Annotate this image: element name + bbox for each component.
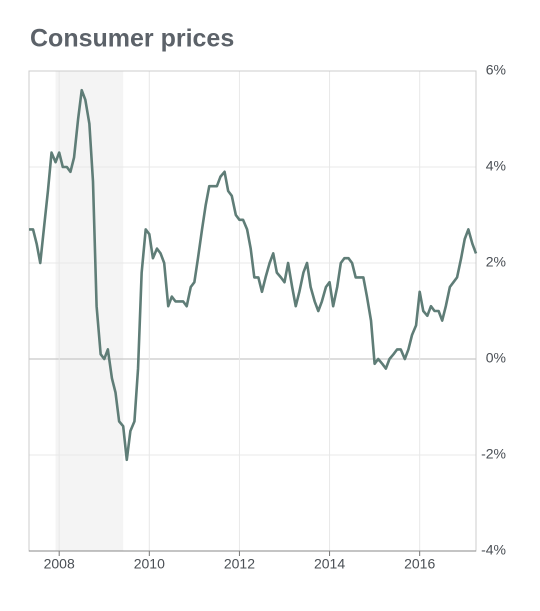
y-tick-label: 0% xyxy=(486,350,506,366)
y-tick-label: 4% xyxy=(486,158,506,174)
y-tick-label: 6% xyxy=(486,62,506,78)
x-tick-label: 2016 xyxy=(404,556,435,572)
y-tick-label: 2% xyxy=(486,254,506,270)
chart-title: Consumer prices xyxy=(30,25,234,53)
x-tick-label: 2010 xyxy=(134,556,165,572)
x-tick-label: 2012 xyxy=(224,556,255,572)
y-tick-label: -4% xyxy=(481,542,506,558)
x-tick-label: 2008 xyxy=(44,556,75,572)
line xyxy=(29,88,478,462)
x-tick-label: 2014 xyxy=(314,556,345,572)
recession-shade xyxy=(55,71,124,551)
y-tick-label: -2% xyxy=(481,446,506,462)
